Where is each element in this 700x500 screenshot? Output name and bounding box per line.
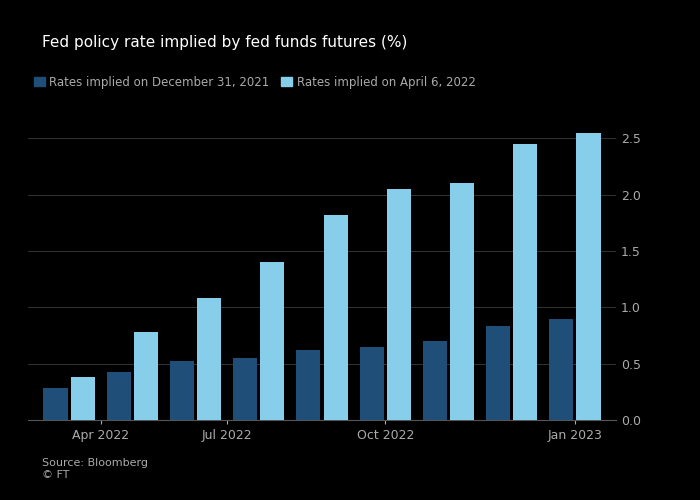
Legend: Rates implied on December 31, 2021, Rates implied on April 6, 2022: Rates implied on December 31, 2021, Rate… (34, 76, 475, 88)
Bar (450, 184, 474, 420)
Bar (170, 362, 194, 420)
Bar (387, 189, 411, 420)
Bar (360, 346, 384, 420)
Bar (134, 332, 158, 420)
Bar (423, 341, 447, 420)
Bar (577, 132, 601, 420)
Bar (43, 388, 67, 420)
Bar (550, 318, 573, 420)
Text: Fed policy rate implied by fed funds futures (%): Fed policy rate implied by fed funds fut… (42, 35, 407, 50)
Text: Source: Bloomberg
© FT: Source: Bloomberg © FT (42, 458, 148, 480)
Bar (513, 144, 538, 420)
Bar (260, 262, 284, 420)
Bar (296, 350, 321, 420)
Bar (323, 215, 348, 420)
Bar (71, 377, 94, 420)
Bar (106, 372, 131, 420)
Bar (233, 358, 257, 420)
Bar (486, 326, 510, 420)
Bar (197, 298, 221, 420)
